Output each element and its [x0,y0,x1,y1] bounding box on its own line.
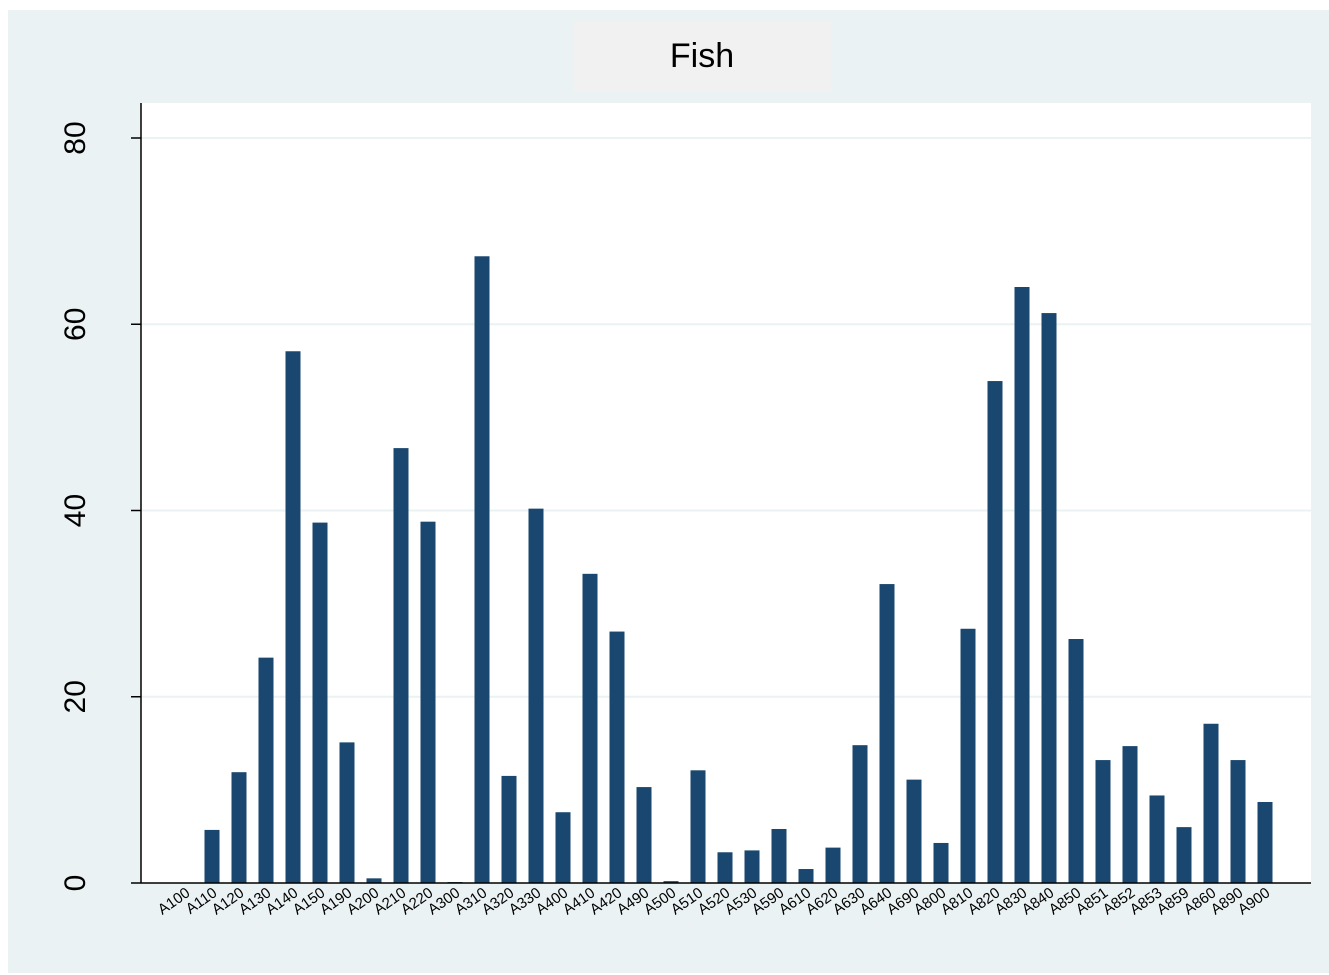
bar [609,631,625,883]
bar [1122,746,1138,883]
bar [663,881,679,883]
bar [1149,795,1165,883]
bar [906,779,922,883]
bar [285,351,301,884]
bar [1068,639,1084,883]
bar [204,829,220,883]
bar [1257,801,1273,883]
y-tick-label: 80 [59,121,92,154]
bar [717,852,733,883]
bar [987,381,1003,883]
bar [528,508,544,883]
bar [771,828,787,883]
bar [798,869,814,883]
bar [393,448,409,883]
bar [636,787,652,883]
bar [690,770,706,883]
chart-title: Fish [670,37,734,75]
bar [582,573,598,883]
bar [366,878,382,883]
bar [501,775,517,883]
y-tick-label: 60 [59,308,92,341]
title-box [574,22,831,92]
bar [744,850,760,883]
y-tick-label: 20 [59,680,92,713]
bar [420,521,436,883]
bar [852,745,868,883]
y-tick-label: 0 [59,875,92,892]
bar [1041,313,1057,883]
bar [933,842,949,883]
bar [231,772,247,883]
bar [825,847,841,883]
bar [1203,723,1219,883]
bar [1014,287,1030,883]
bar [879,584,895,883]
bar [312,522,328,883]
bar [474,256,490,883]
bar [1095,760,1111,883]
bar [555,812,571,883]
bar [1230,760,1246,883]
bar [960,628,976,883]
y-tick-label: 40 [59,494,92,527]
bar [258,657,274,883]
plot-area [141,103,1311,883]
bar [1176,827,1192,883]
bar [339,742,355,883]
